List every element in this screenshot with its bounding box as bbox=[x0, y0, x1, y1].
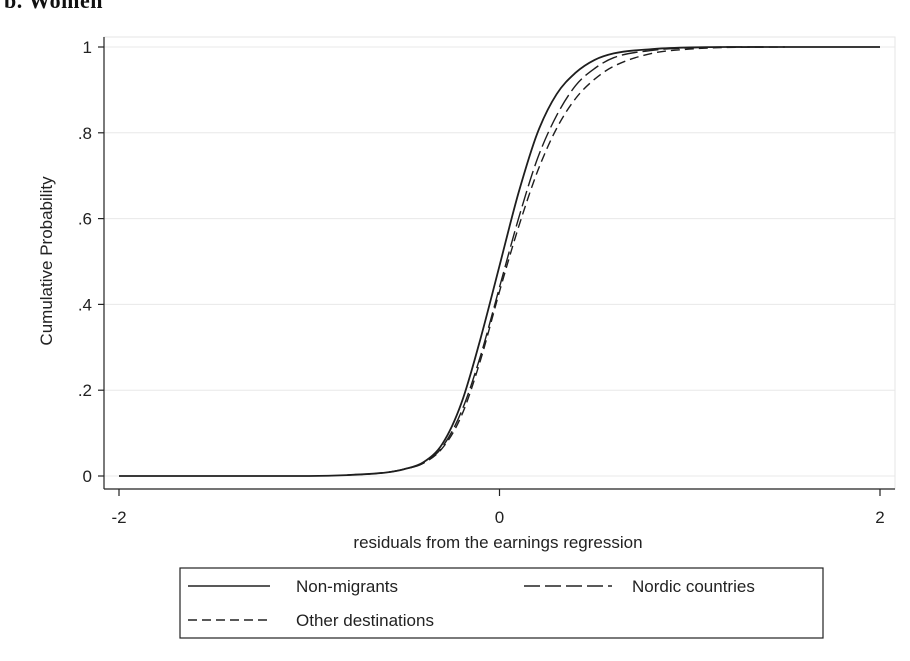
series-lines bbox=[118, 46, 880, 477]
series-line-nordic-countries bbox=[347, 46, 766, 476]
x-tick-label: 2 bbox=[875, 508, 884, 527]
y-tick-label: 0 bbox=[83, 467, 92, 486]
y-axis-title: Cumulative Probability bbox=[37, 176, 56, 346]
panel-title: b. Women bbox=[4, 0, 103, 13]
x-axis-title: residuals from the earnings regression bbox=[353, 533, 642, 552]
y-tick-label: .2 bbox=[78, 381, 92, 400]
legend-label-other-destinations: Other destinations bbox=[296, 611, 434, 630]
series-line-non-migrants bbox=[118, 46, 880, 477]
legend-label-nordic-countries: Nordic countries bbox=[632, 577, 755, 596]
y-tick-label: 1 bbox=[83, 38, 92, 57]
x-tick-label: -2 bbox=[111, 508, 126, 527]
series-line-other-destinations bbox=[347, 46, 785, 476]
gridlines bbox=[104, 46, 895, 477]
y-tick-label: .4 bbox=[78, 295, 92, 314]
y-tick-label: .6 bbox=[78, 210, 92, 229]
axis-ticks: 0 .2 .4 .6 .8 1 -2 0 2 bbox=[78, 38, 885, 527]
x-tick-label: 0 bbox=[495, 508, 504, 527]
legend-box bbox=[179, 567, 824, 639]
legend: Non-migrants Nordic countries Other dest… bbox=[179, 567, 824, 639]
y-tick-label: .8 bbox=[78, 124, 92, 143]
legend-label-non-migrants: Non-migrants bbox=[296, 577, 398, 596]
